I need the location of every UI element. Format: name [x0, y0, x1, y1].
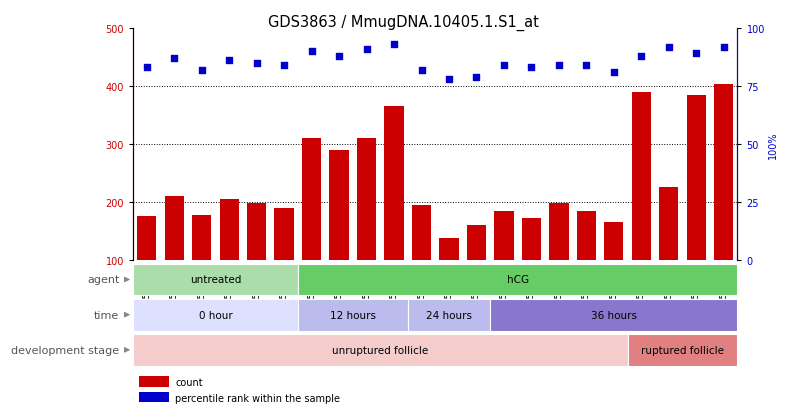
Point	[552, 63, 565, 69]
Bar	[219, 199, 239, 318]
Point	[415, 67, 428, 74]
Text: 0 hour: 0 hour	[198, 310, 232, 320]
Bar	[275, 208, 293, 318]
Point	[580, 63, 593, 69]
Point	[635, 53, 648, 60]
Point	[277, 63, 291, 69]
Text: development stage: development stage	[11, 345, 119, 355]
Bar	[577, 211, 596, 318]
Point	[525, 65, 538, 71]
Point	[168, 56, 181, 62]
Bar	[133, 334, 628, 366]
Point	[470, 74, 483, 81]
Bar	[490, 299, 737, 331]
Bar	[628, 334, 737, 366]
Point	[222, 58, 235, 64]
Point	[195, 67, 208, 74]
Text: 24 hours: 24 hours	[426, 310, 472, 320]
Point	[608, 69, 621, 76]
Text: agent: agent	[87, 275, 119, 285]
Point	[690, 51, 703, 58]
Bar	[494, 211, 513, 318]
Point	[250, 60, 263, 67]
Point	[140, 65, 153, 71]
Point	[717, 44, 730, 51]
Point	[360, 46, 373, 53]
Bar	[357, 139, 376, 318]
Text: time: time	[94, 310, 119, 320]
Bar	[298, 299, 408, 331]
Bar	[330, 150, 349, 318]
Text: untreated: untreated	[189, 275, 241, 285]
Text: hCG: hCG	[507, 275, 529, 285]
Text: ruptured follicle: ruptured follicle	[641, 345, 724, 355]
Text: percentile rank within the sample: percentile rank within the sample	[176, 393, 340, 403]
Point	[497, 63, 510, 69]
Bar	[412, 205, 431, 318]
Y-axis label: 100%: 100%	[767, 131, 778, 158]
Bar	[659, 188, 679, 318]
Bar	[467, 225, 486, 318]
Text: count: count	[176, 377, 203, 387]
Bar	[384, 107, 404, 318]
Point	[388, 42, 401, 48]
Text: 36 hours: 36 hours	[591, 310, 637, 320]
Bar	[137, 217, 156, 318]
Bar	[632, 93, 651, 318]
Bar	[714, 85, 733, 318]
Bar	[298, 264, 737, 296]
Bar	[604, 223, 624, 318]
Bar	[302, 139, 322, 318]
Bar	[192, 215, 211, 318]
Text: 12 hours: 12 hours	[330, 310, 376, 320]
Bar	[133, 299, 298, 331]
Point	[305, 49, 318, 55]
Text: GDS3863 / MmugDNA.10405.1.S1_at: GDS3863 / MmugDNA.10405.1.S1_at	[268, 14, 538, 31]
Bar	[247, 204, 266, 318]
Text: unruptured follicle: unruptured follicle	[332, 345, 429, 355]
Bar	[164, 197, 184, 318]
Point	[333, 53, 346, 60]
Bar	[439, 238, 459, 318]
Point	[663, 44, 675, 51]
Bar	[549, 204, 568, 318]
Point	[442, 76, 455, 83]
Bar	[139, 392, 169, 402]
Bar	[133, 264, 298, 296]
Bar	[687, 95, 706, 318]
Bar	[139, 376, 169, 387]
Bar	[408, 299, 490, 331]
Bar	[521, 218, 541, 318]
